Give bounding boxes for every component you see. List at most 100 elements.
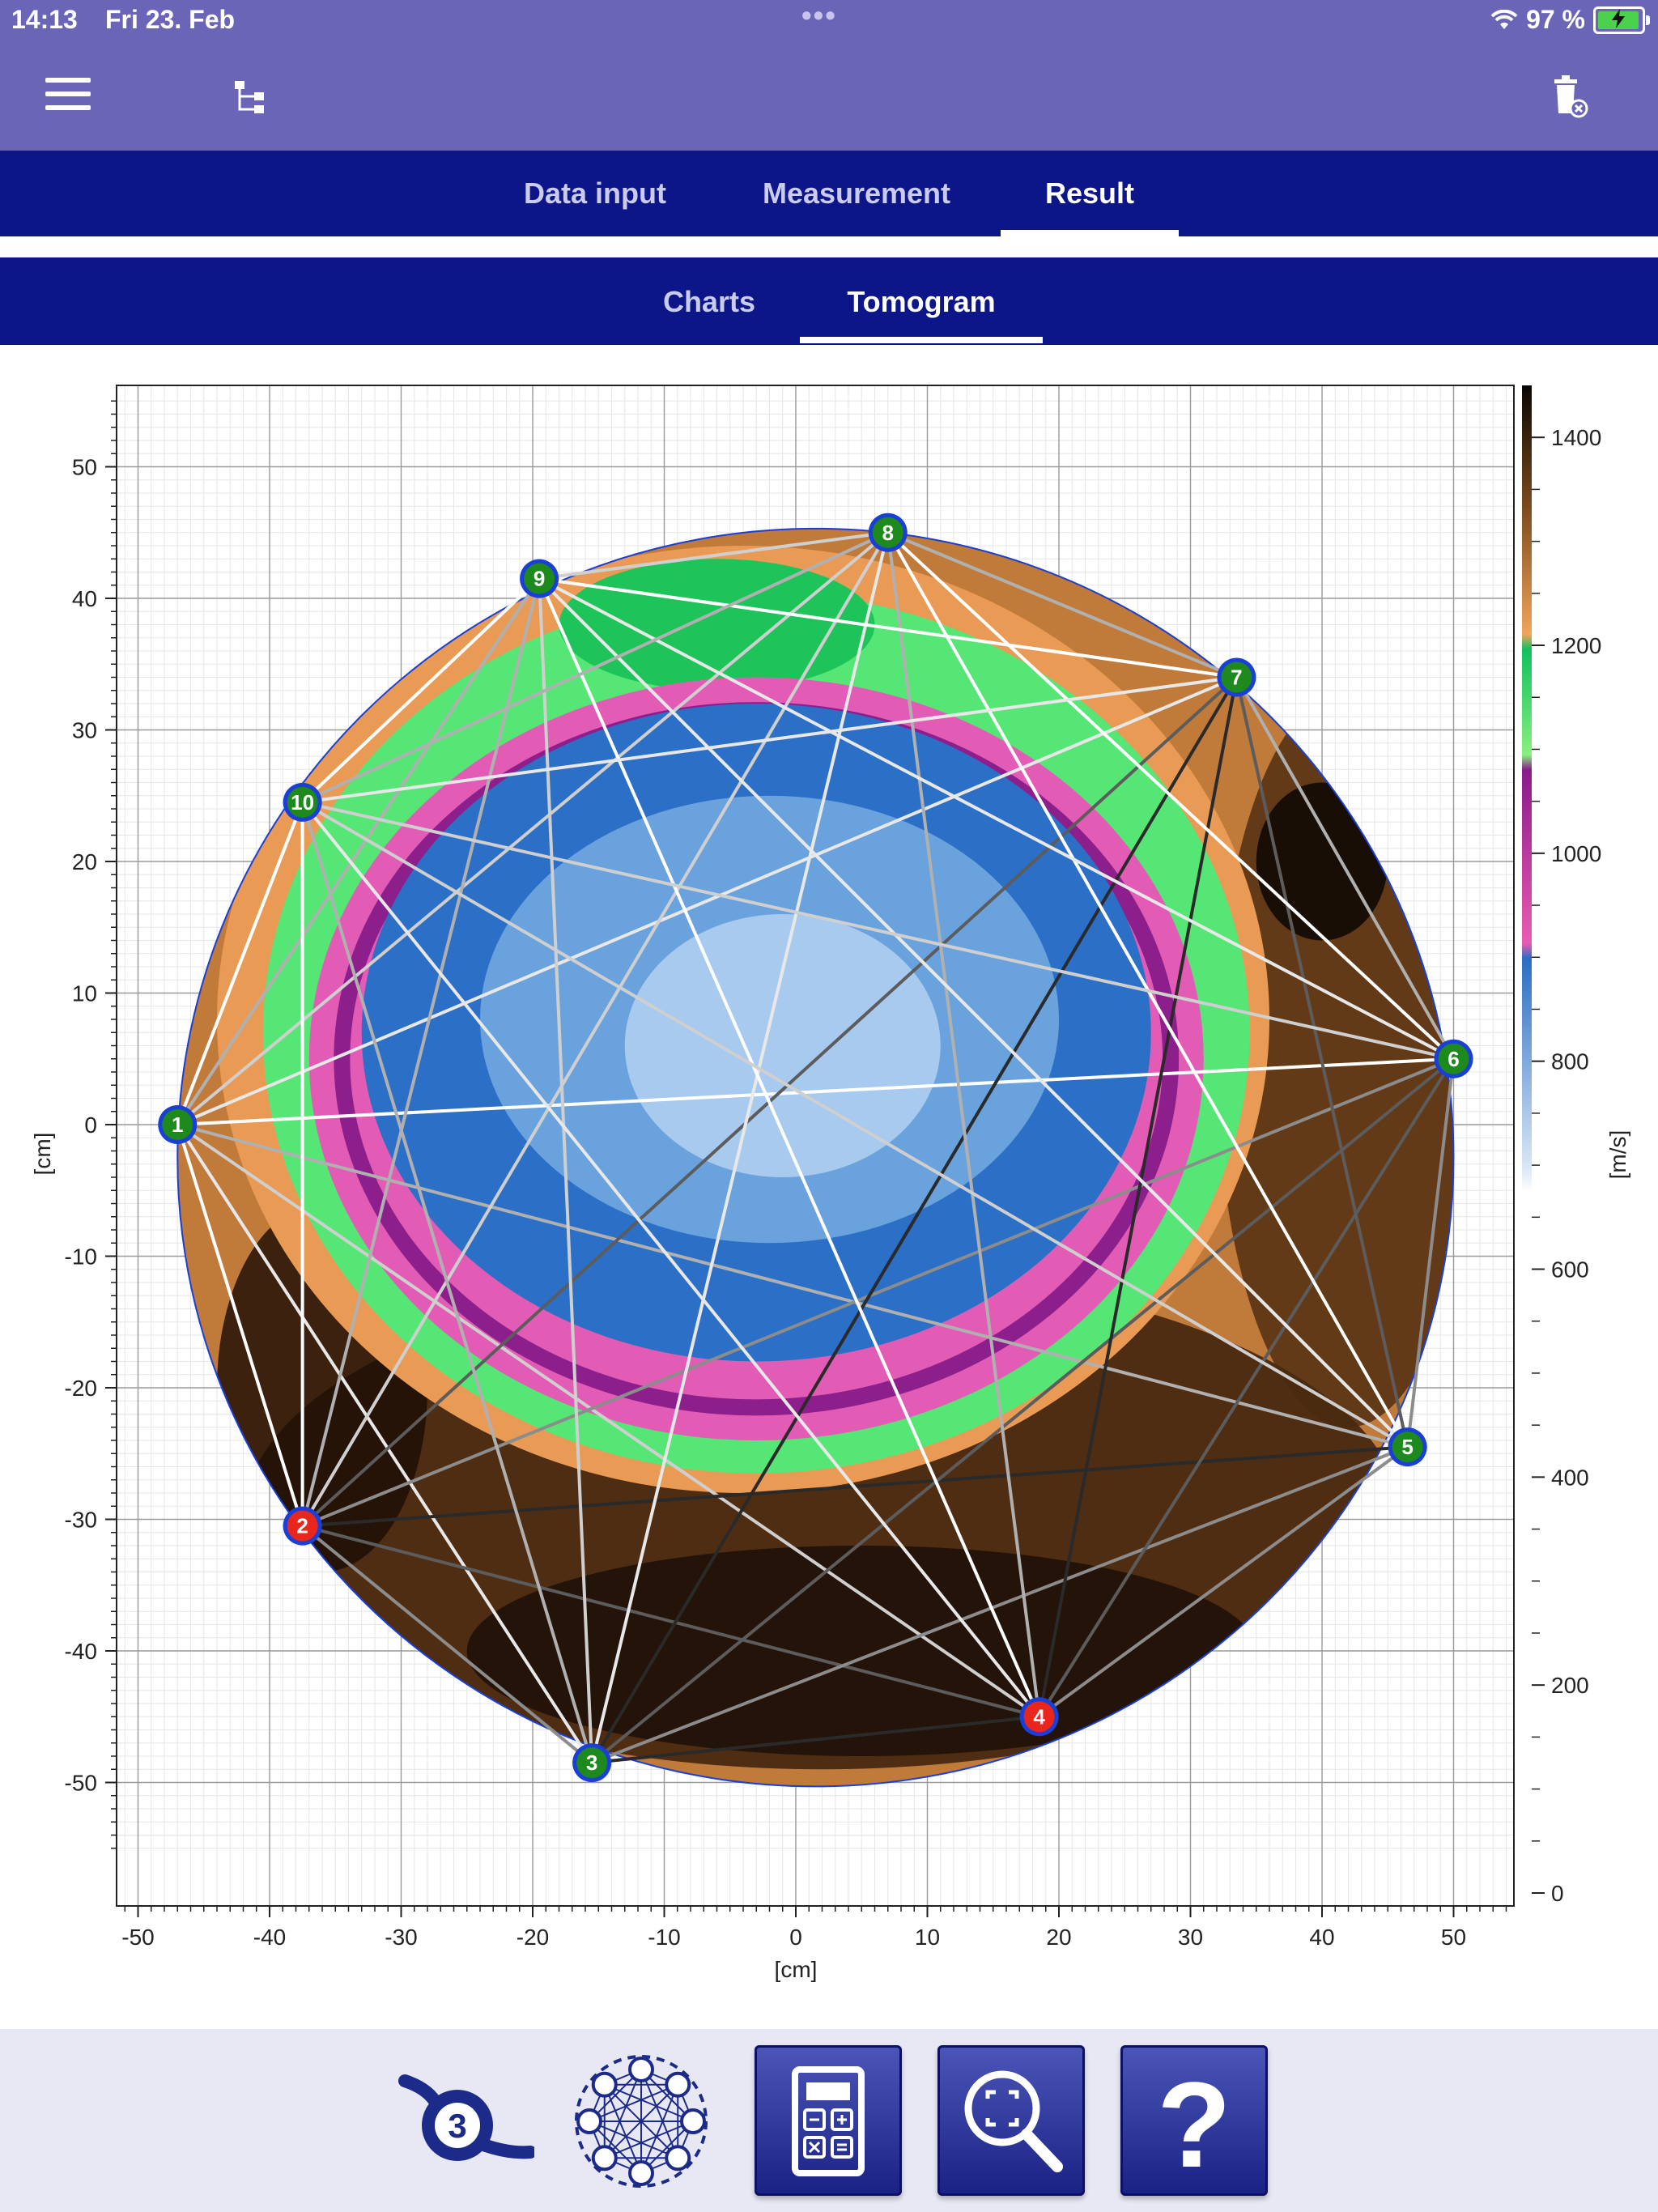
sensor-label: 6 (1448, 1047, 1459, 1071)
tab-tomogram[interactable]: Tomogram (847, 285, 996, 318)
y-tick-label: -30 (65, 1508, 97, 1533)
sensor-label: 3 (586, 1750, 597, 1775)
x-tick-label: 50 (1441, 1925, 1466, 1950)
sound-path (591, 1715, 1039, 1765)
trash-delete-icon[interactable] (1551, 74, 1588, 118)
sound-path (176, 1123, 1040, 1718)
sound-path (886, 531, 1455, 1061)
tab-data-input[interactable]: Data input (524, 177, 666, 210)
tab-result[interactable]: Result (1044, 177, 1135, 210)
sensor-5[interactable]: 5 (1388, 1427, 1427, 1467)
status-time: 14:13 (11, 5, 78, 34)
colorbar-tick-label: 400 (1551, 1465, 1589, 1490)
sensor-3[interactable]: 3 (572, 1743, 612, 1783)
x-tick-label: 20 (1046, 1925, 1071, 1950)
sound-path (538, 530, 889, 581)
sound-path (177, 1057, 1454, 1126)
sound-path (301, 1057, 1455, 1528)
x-tick-label: -30 (385, 1925, 417, 1950)
active-subtab-indicator (800, 337, 1043, 343)
app-toolbar (0, 42, 1658, 151)
sound-path (300, 802, 594, 1763)
colorbar-tick-label: 600 (1551, 1257, 1589, 1283)
multitasking-dots-icon[interactable]: ••• (801, 0, 837, 32)
sensor-label: 1 (172, 1112, 183, 1137)
x-axis-label: [cm] (775, 1957, 818, 1982)
sensor-7[interactable]: 7 (1217, 657, 1256, 697)
help-symbol: ? (1157, 2057, 1231, 2193)
colorbar-tick-label: 200 (1551, 1673, 1589, 1698)
battery-icon (1593, 6, 1650, 34)
zoom-fit-icon[interactable] (937, 2045, 1085, 2196)
tomogram-plot: 1 2 3 4 5 6 7 8 9 10 -50 -40 -30 -20 -10 0 10 20 30 40 50 5… (0, 345, 1658, 2029)
sound-path (590, 1057, 1455, 1764)
sound-path (590, 676, 1239, 1764)
sensor-2[interactable]: 2 (283, 1506, 322, 1546)
tab-measurement[interactable]: Measurement (762, 177, 951, 210)
status-date: Fri 23. Feb (105, 5, 236, 34)
sound-path (1038, 1445, 1409, 1718)
sensor-10[interactable]: 10 (283, 782, 322, 822)
status-right: 97 % (1490, 5, 1650, 35)
y-axis-label: [cm] (30, 1133, 55, 1176)
sensor-label: 5 (1401, 1435, 1413, 1459)
status-bar: 14:13 Fri 23. Feb ••• 97 % (0, 0, 1658, 42)
sensor-4[interactable]: 4 (1019, 1697, 1059, 1737)
colorbar-tick-label: 1400 (1551, 425, 1601, 450)
colorbar-tick-label: 1200 (1551, 633, 1601, 658)
velocity-map (177, 528, 1454, 1787)
tree-structure-icon[interactable] (233, 79, 272, 117)
sound-path (176, 1124, 304, 1527)
help-icon[interactable]: ? (1120, 2045, 1268, 2196)
sensor-9[interactable]: 9 (520, 559, 559, 598)
sensor-number-icon[interactable]: 3 (397, 2065, 537, 2178)
x-tick-label: -40 (253, 1925, 286, 1950)
sensor-number-text: 3 (448, 2107, 466, 2145)
colorbar-tick-label: 1000 (1551, 841, 1601, 866)
sound-path (886, 532, 1041, 1717)
y-tick-label: -10 (65, 1244, 97, 1270)
sensor-network-icon[interactable] (572, 2050, 711, 2193)
sound-paths (176, 530, 1456, 1765)
y-tick-label: 40 (72, 586, 97, 611)
sensor-label: 9 (534, 567, 545, 591)
sound-path (1235, 676, 1456, 1060)
sound-path (176, 531, 890, 1126)
sub-tab-bar: Charts Tomogram (0, 257, 1658, 345)
y-tick-label: 20 (72, 849, 97, 874)
sensor-label: 2 (296, 1514, 308, 1538)
tomogram-svg: 1 2 3 4 5 6 7 8 9 10 -50 -40 -30 -20 -10 0 10 20 30 40 50 5… (30, 385, 1630, 1982)
sensor-label: 10 (291, 790, 314, 815)
plot-frame (116, 385, 1515, 1907)
y-tick-label: -20 (65, 1376, 97, 1401)
sensor-markers: 1 2 3 4 5 6 7 8 9 10 (158, 513, 1473, 1783)
battery-percent: 97 % (1526, 5, 1585, 34)
y-tick-label: 0 (84, 1112, 97, 1138)
colorbar-ticks: 1400 1200 1000 800 600 400 200 0 (1532, 425, 1601, 1906)
sensor-8[interactable]: 8 (868, 513, 908, 552)
sound-path (538, 578, 594, 1763)
sound-path (1405, 1058, 1456, 1448)
tab-charts[interactable]: Charts (662, 285, 756, 318)
sensor-1[interactable]: 1 (158, 1105, 198, 1144)
colorbar (1522, 385, 1532, 1893)
y-tick-label: 30 (72, 718, 97, 743)
sound-path (1037, 1057, 1456, 1718)
y-tick-label: 10 (72, 981, 97, 1006)
x-tick-label: -20 (517, 1925, 549, 1950)
active-tab-indicator (1001, 230, 1179, 236)
hamburger-menu-icon[interactable] (45, 76, 91, 112)
tree-outline (176, 527, 1455, 1788)
sound-path (886, 530, 1238, 679)
colorbar-unit-label: [m/s] (1605, 1130, 1630, 1180)
sound-path (176, 802, 304, 1125)
sound-path (302, 800, 1454, 1061)
sound-path (176, 1123, 593, 1764)
sensor-6[interactable]: 6 (1434, 1039, 1473, 1078)
y-tick-label: -40 (65, 1639, 97, 1664)
sound-path (301, 1525, 593, 1764)
sound-path (301, 801, 1409, 1448)
y-axis-ticks: 50 40 30 20 10 0 -10 -20 -30 -40 -50 (65, 400, 117, 1849)
calculator-icon[interactable] (755, 2045, 902, 2196)
x-tick-label: 40 (1309, 1925, 1334, 1950)
